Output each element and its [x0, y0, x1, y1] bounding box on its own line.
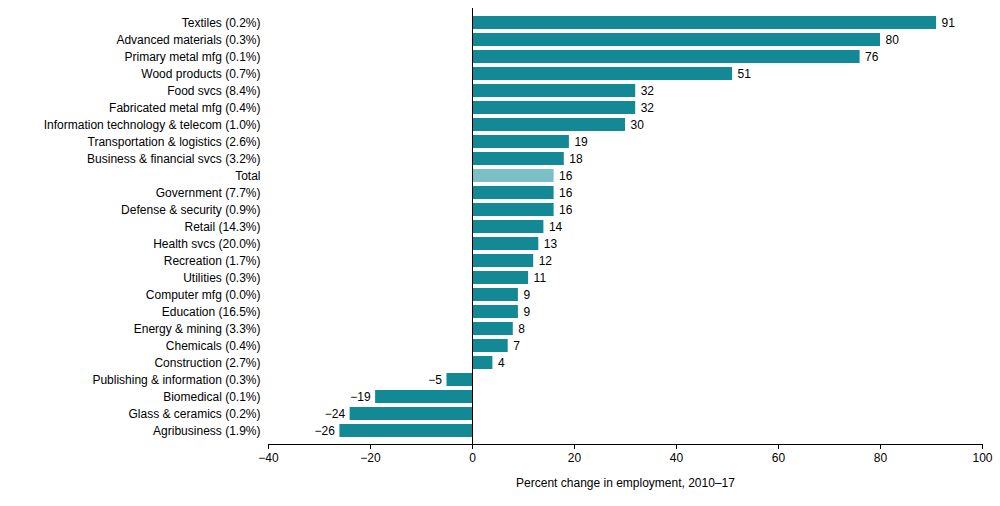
svg-text:7: 7 — [513, 339, 520, 353]
svg-text:11: 11 — [534, 271, 547, 285]
svg-text:51: 51 — [738, 67, 752, 81]
svg-text:Wood products (0.7%): Wood products (0.7%) — [141, 67, 260, 81]
svg-text:9: 9 — [523, 305, 530, 319]
svg-text:12: 12 — [539, 254, 553, 268]
svg-text:Agribusiness (1.9%): Agribusiness (1.9%) — [153, 424, 260, 438]
svg-text:18: 18 — [569, 152, 583, 166]
svg-text:Food svcs (8.4%): Food svcs (8.4%) — [167, 84, 260, 98]
svg-text:Chemicals (0.4%): Chemicals (0.4%) — [166, 339, 261, 353]
svg-text:Biomedical (0.1%): Biomedical (0.1%) — [163, 390, 260, 404]
svg-text:Advanced materials (0.3%): Advanced materials (0.3%) — [116, 33, 260, 47]
svg-text:13: 13 — [544, 237, 558, 251]
svg-text:Education (16.5%): Education (16.5%) — [162, 305, 261, 319]
svg-text:−20: −20 — [360, 451, 381, 465]
svg-text:Primary metal mfg (0.1%): Primary metal mfg (0.1%) — [124, 50, 260, 64]
svg-text:Construction (2.7%): Construction (2.7%) — [154, 356, 260, 370]
svg-text:32: 32 — [641, 84, 655, 98]
svg-text:40: 40 — [670, 451, 684, 465]
svg-text:Defense & security (0.9%): Defense & security (0.9%) — [121, 203, 260, 217]
svg-text:Total: Total — [235, 169, 260, 183]
svg-text:32: 32 — [641, 101, 655, 115]
svg-text:14: 14 — [549, 220, 563, 234]
svg-text:80: 80 — [886, 33, 900, 47]
svg-text:Publishing & information (0.3%: Publishing & information (0.3%) — [92, 373, 260, 387]
svg-text:100: 100 — [972, 451, 992, 465]
svg-text:Energy & mining (3.3%): Energy & mining (3.3%) — [134, 322, 261, 336]
svg-text:Utilities (0.3%): Utilities (0.3%) — [183, 271, 260, 285]
svg-text:76: 76 — [865, 50, 879, 64]
svg-text:Information technology & telec: Information technology & telecom (1.0%) — [44, 118, 261, 132]
svg-text:20: 20 — [568, 451, 582, 465]
svg-text:Health svcs (20.0%): Health svcs (20.0%) — [153, 237, 260, 251]
svg-text:−24: −24 — [325, 407, 346, 421]
svg-text:Textiles (0.2%): Textiles (0.2%) — [182, 16, 261, 30]
svg-text:Business & financial svcs (3.2: Business & financial svcs (3.2%) — [87, 152, 260, 166]
svg-text:−40: −40 — [258, 451, 279, 465]
svg-text:8: 8 — [518, 322, 525, 336]
svg-text:30: 30 — [631, 118, 645, 132]
svg-text:9: 9 — [523, 288, 530, 302]
svg-text:16: 16 — [559, 186, 573, 200]
svg-text:Glass & ceramics (0.2%): Glass & ceramics (0.2%) — [128, 407, 260, 421]
svg-text:16: 16 — [559, 203, 573, 217]
svg-text:−5: −5 — [428, 373, 442, 387]
svg-text:−19: −19 — [350, 390, 371, 404]
svg-text:19: 19 — [574, 135, 588, 149]
svg-text:4: 4 — [498, 356, 505, 370]
svg-text:Percent change in employment,: Percent change in employment, 2010–17 — [516, 476, 735, 490]
svg-text:Retail (14.3%): Retail (14.3%) — [184, 220, 260, 234]
svg-text:Government (7.7%): Government (7.7%) — [156, 186, 261, 200]
svg-text:16: 16 — [559, 169, 573, 183]
svg-text:91: 91 — [942, 16, 956, 30]
svg-text:Transportation & logistics (2.: Transportation & logistics (2.6%) — [88, 135, 261, 149]
svg-text:Computer mfg (0.0%): Computer mfg (0.0%) — [146, 288, 261, 302]
svg-text:60: 60 — [772, 451, 786, 465]
svg-text:−26: −26 — [315, 424, 336, 438]
svg-text:Fabricated metal mfg (0.4%): Fabricated metal mfg (0.4%) — [109, 101, 260, 115]
svg-text:0: 0 — [469, 451, 476, 465]
svg-text:Recreation (1.7%): Recreation (1.7%) — [164, 254, 261, 268]
svg-text:80: 80 — [874, 451, 888, 465]
